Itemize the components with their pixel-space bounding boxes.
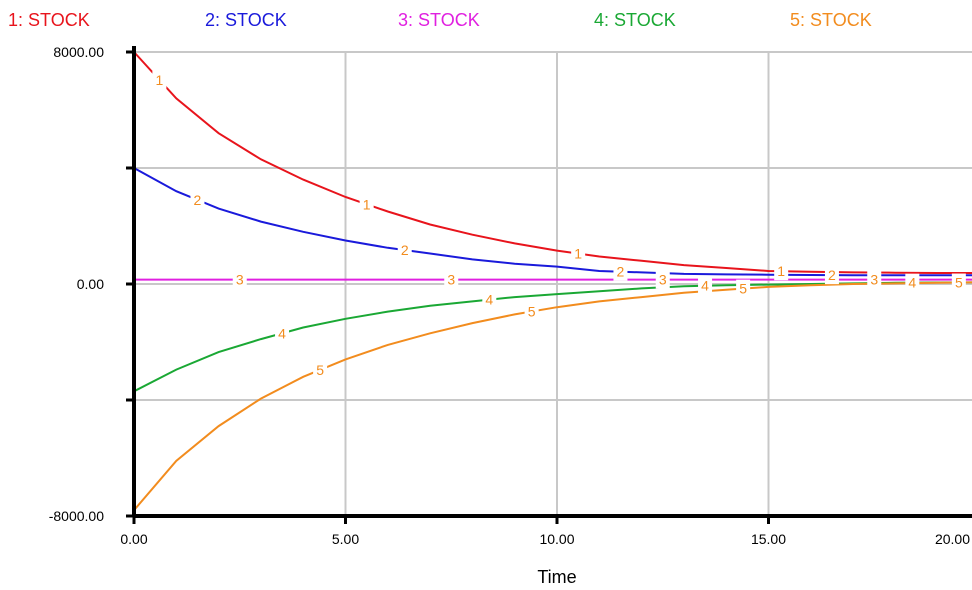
svg-text:5: 5 bbox=[739, 281, 747, 297]
svg-text:2: 2 bbox=[194, 192, 202, 208]
series-line-2 bbox=[133, 167, 972, 277]
series-markers: 1 1 1 1 2 2 2 2 3 3 3 3 4 4 4 4 5 5 5 5 bbox=[152, 70, 966, 379]
axes bbox=[132, 46, 972, 518]
legend-entry-3: 3: STOCK bbox=[398, 10, 480, 30]
series-marker-3: 3 bbox=[655, 270, 670, 289]
series-marker-4: 4 bbox=[698, 276, 713, 295]
series-line-4 bbox=[133, 281, 972, 393]
series-marker-1: 1 bbox=[774, 262, 789, 281]
svg-text:2: 2 bbox=[617, 264, 625, 280]
legend-entry-1: 1: STOCK bbox=[8, 10, 90, 30]
x-tick-label: 0.00 bbox=[120, 531, 147, 547]
y-tick-label: 8000.00 bbox=[53, 44, 104, 60]
series-marker-5: 5 bbox=[313, 360, 328, 379]
y-tick-label: -8000.00 bbox=[49, 508, 104, 524]
x-tick-label: 20.00 bbox=[935, 531, 970, 547]
legend-entry-2: 2: STOCK bbox=[205, 10, 287, 30]
y-tick-label: 0.00 bbox=[77, 276, 104, 292]
series-marker-2: 2 bbox=[190, 190, 205, 209]
series-marker-4: 4 bbox=[482, 290, 497, 309]
series-marker-3: 3 bbox=[444, 270, 459, 289]
series-lines bbox=[133, 51, 972, 511]
legend-entry-4: 4: STOCK bbox=[594, 10, 676, 30]
svg-text:5: 5 bbox=[528, 304, 536, 320]
series-marker-4: 4 bbox=[275, 324, 290, 343]
svg-text:1: 1 bbox=[155, 72, 163, 88]
series-marker-5: 5 bbox=[524, 302, 539, 321]
svg-text:4: 4 bbox=[485, 292, 493, 308]
series-marker-1: 1 bbox=[359, 195, 374, 214]
series-marker-2: 2 bbox=[824, 266, 839, 285]
svg-text:2: 2 bbox=[401, 242, 409, 258]
x-axis-label: Time bbox=[537, 567, 576, 587]
series-marker-2: 2 bbox=[613, 262, 628, 281]
svg-text:1: 1 bbox=[574, 246, 582, 262]
svg-text:5: 5 bbox=[955, 275, 963, 291]
ticks: 8000.00 0.00 -8000.00 0.00 5.00 10.00 15.00 20.… bbox=[49, 44, 970, 547]
series-marker-1: 1 bbox=[152, 70, 167, 89]
svg-text:4: 4 bbox=[278, 325, 286, 341]
svg-text:5: 5 bbox=[316, 362, 324, 378]
svg-text:2: 2 bbox=[828, 267, 836, 283]
svg-text:4: 4 bbox=[908, 275, 916, 291]
svg-text:3: 3 bbox=[236, 272, 244, 288]
svg-text:3: 3 bbox=[447, 272, 455, 288]
svg-text:3: 3 bbox=[659, 272, 667, 288]
x-tick-label: 15.00 bbox=[751, 531, 786, 547]
grid bbox=[134, 51, 972, 516]
series-line-5 bbox=[133, 281, 972, 511]
svg-text:1: 1 bbox=[363, 196, 371, 212]
legend-entry-5: 5: STOCK bbox=[790, 10, 872, 30]
series-marker-5: 5 bbox=[736, 279, 751, 298]
legend: 1: STOCK 2: STOCK 3: STOCK 4: STOCK 5: STOCK bbox=[8, 10, 872, 30]
series-marker-1: 1 bbox=[571, 244, 586, 263]
series-marker-3: 3 bbox=[232, 270, 247, 289]
svg-text:3: 3 bbox=[870, 272, 878, 288]
x-tick-label: 10.00 bbox=[539, 531, 574, 547]
series-marker-4: 4 bbox=[905, 273, 920, 292]
series-marker-5: 5 bbox=[951, 273, 966, 292]
x-tick-label: 5.00 bbox=[332, 531, 359, 547]
series-marker-3: 3 bbox=[867, 270, 882, 289]
series-marker-2: 2 bbox=[397, 241, 412, 260]
series-line-1 bbox=[133, 51, 972, 274]
svg-text:1: 1 bbox=[777, 263, 785, 279]
svg-text:4: 4 bbox=[701, 278, 709, 294]
